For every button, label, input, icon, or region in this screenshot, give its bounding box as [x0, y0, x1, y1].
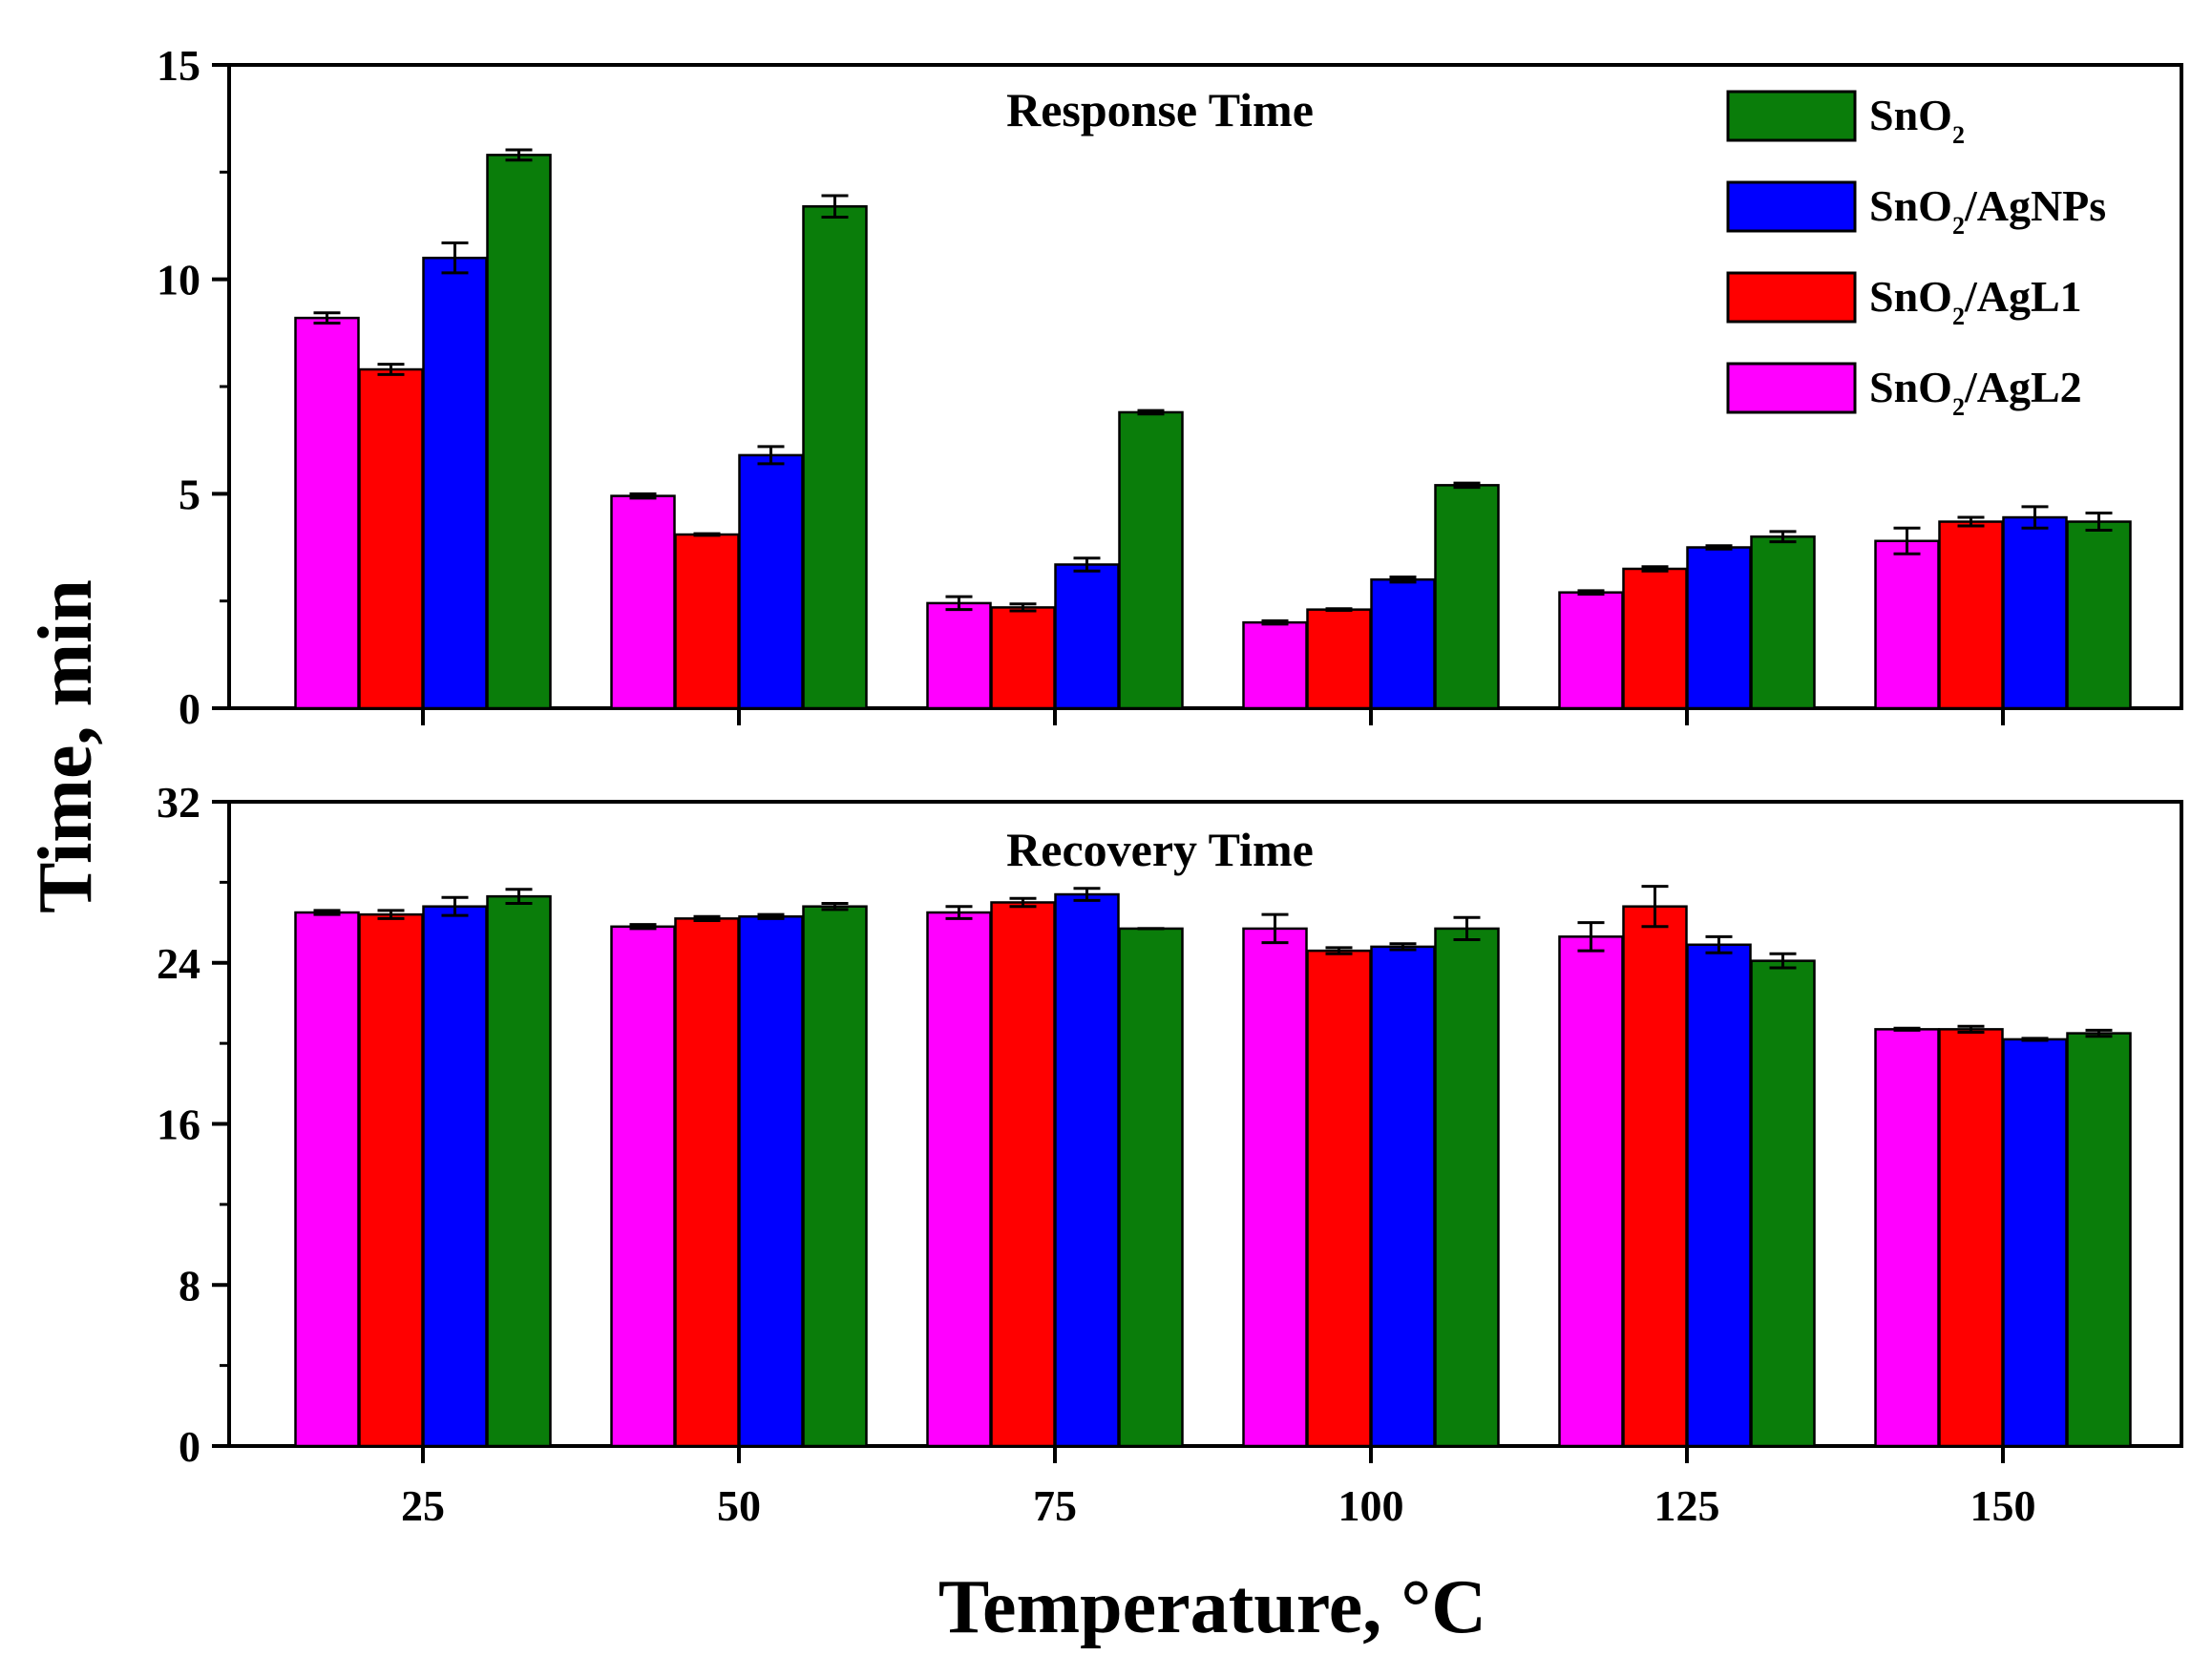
y-tick-label: 15 — [157, 41, 200, 90]
x-tick-label: 25 — [401, 1481, 445, 1530]
bar — [738, 453, 804, 710]
bar — [358, 367, 424, 710]
y-tick-label: 8 — [179, 1261, 200, 1310]
y-tick-label: 0 — [179, 1422, 200, 1471]
bar — [2002, 515, 2068, 710]
recovery-time-panel: 0 8 16 24 32 25 50 75 100 125 150 Recovery Time — [157, 778, 2183, 1530]
bar — [1434, 927, 1500, 1448]
bar — [610, 494, 676, 710]
legend-swatch — [1726, 180, 1857, 233]
bar — [1874, 539, 1940, 710]
bar — [926, 911, 992, 1448]
x-tick-label: 125 — [1654, 1481, 1720, 1530]
legend-swatch — [1726, 362, 1857, 414]
x-tick-label: 75 — [1033, 1481, 1077, 1530]
bar — [926, 601, 992, 710]
bar — [1938, 520, 2004, 710]
bar — [674, 917, 740, 1448]
bar — [674, 533, 740, 710]
bar — [422, 905, 488, 1448]
legend-swatch — [1726, 90, 1857, 142]
x-tick-label: 50 — [717, 1481, 761, 1530]
bar — [1118, 927, 1184, 1448]
bar — [990, 606, 1056, 710]
response-time-panel: 0 5 10 15 Response Time — [157, 41, 2183, 733]
legend-label: SnO2/AgL1 — [1869, 272, 2082, 330]
y-tick-label: 10 — [157, 256, 200, 304]
bar — [1874, 1028, 1940, 1448]
bar — [802, 205, 868, 710]
y-tick-label: 0 — [179, 684, 200, 733]
bar — [1118, 410, 1184, 710]
bar — [486, 154, 552, 710]
bar — [1306, 608, 1372, 710]
y-tick-label: 16 — [157, 1101, 200, 1149]
bar — [422, 256, 488, 710]
bar — [610, 925, 676, 1448]
bar — [486, 894, 552, 1448]
legend: SnO2 SnO2/AgNPs SnO2/AgL1 SnO2/AgL2 — [1726, 90, 2106, 421]
bar — [1306, 949, 1372, 1448]
bar — [1242, 927, 1308, 1448]
bar — [1750, 535, 1816, 710]
panel-title: Response Time — [1006, 83, 1314, 136]
bar — [2002, 1038, 2068, 1448]
y-axis-title: Time, min — [24, 579, 108, 913]
bar — [1370, 577, 1436, 710]
bar — [1622, 905, 1688, 1448]
bar — [738, 914, 804, 1448]
bar — [1938, 1028, 2004, 1448]
bar — [2066, 1032, 2132, 1448]
bar — [2066, 520, 2132, 710]
x-tick-label: 150 — [1970, 1481, 2036, 1530]
bar — [358, 912, 424, 1448]
x-tick-label: 100 — [1338, 1481, 1404, 1530]
bar — [1558, 591, 1624, 710]
x-axis-title: Temperature, °C — [938, 1565, 1486, 1649]
bar — [1054, 892, 1120, 1448]
bar — [1054, 563, 1120, 710]
bar — [1686, 546, 1752, 710]
bar — [1242, 620, 1308, 710]
legend-label: SnO2/AgNPs — [1869, 181, 2106, 240]
bar — [1622, 567, 1688, 710]
bar — [990, 901, 1056, 1448]
bar — [802, 905, 868, 1448]
bar — [1750, 959, 1816, 1448]
bar — [1558, 935, 1624, 1448]
legend-label: SnO2/AgL2 — [1869, 363, 2082, 421]
legend-swatch — [1726, 271, 1857, 324]
bar — [1434, 484, 1500, 710]
y-tick-label: 32 — [157, 778, 200, 827]
legend-label: SnO2 — [1869, 91, 1965, 149]
bar — [294, 316, 360, 710]
bar — [294, 911, 360, 1448]
panel-title: Recovery Time — [1006, 823, 1314, 876]
y-tick-label: 24 — [157, 939, 200, 988]
y-tick-label: 5 — [179, 470, 200, 518]
bar — [1370, 945, 1436, 1448]
bar — [1686, 943, 1752, 1448]
